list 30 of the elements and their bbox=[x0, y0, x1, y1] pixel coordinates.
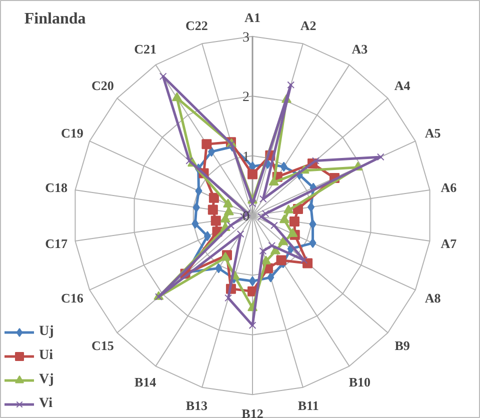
spoke-label: C22 bbox=[185, 18, 208, 33]
spoke-label: C17 bbox=[45, 236, 68, 252]
spoke-label: A6 bbox=[440, 180, 458, 195]
spoke-label: B12 bbox=[242, 406, 264, 418]
chart-title: Finlanda bbox=[24, 10, 86, 28]
legend-label: Vi bbox=[39, 396, 54, 412]
y-tick-label: 0 bbox=[242, 210, 250, 224]
legend-label: Ui bbox=[39, 348, 54, 364]
spoke-label: B10 bbox=[348, 374, 370, 390]
spoke-label: B14 bbox=[134, 374, 157, 390]
spoke-label: B9 bbox=[394, 338, 410, 353]
y-tick-label: 2 bbox=[242, 90, 250, 106]
spoke-label: A1 bbox=[244, 10, 260, 25]
spoke-label: A7 bbox=[440, 236, 458, 252]
spoke-label: B11 bbox=[298, 398, 319, 414]
spoke-label: A3 bbox=[352, 41, 368, 56]
spoke-label: C16 bbox=[61, 290, 84, 306]
spoke-label: B13 bbox=[186, 398, 208, 414]
spoke-label: C15 bbox=[92, 338, 114, 353]
spoke-label: C21 bbox=[134, 41, 157, 56]
legend-label: Uj bbox=[39, 324, 55, 340]
spoke-label: A8 bbox=[424, 290, 442, 306]
y-tick-label: 3 bbox=[242, 30, 250, 46]
spoke-label: C20 bbox=[92, 78, 114, 94]
spoke-label: C18 bbox=[45, 180, 68, 195]
spoke-label: A2 bbox=[300, 18, 316, 33]
spoke-label: A5 bbox=[424, 126, 442, 141]
spoke-label: C19 bbox=[61, 126, 84, 141]
legend-label: Vj bbox=[39, 372, 55, 388]
spoke-label: A4 bbox=[394, 78, 411, 94]
